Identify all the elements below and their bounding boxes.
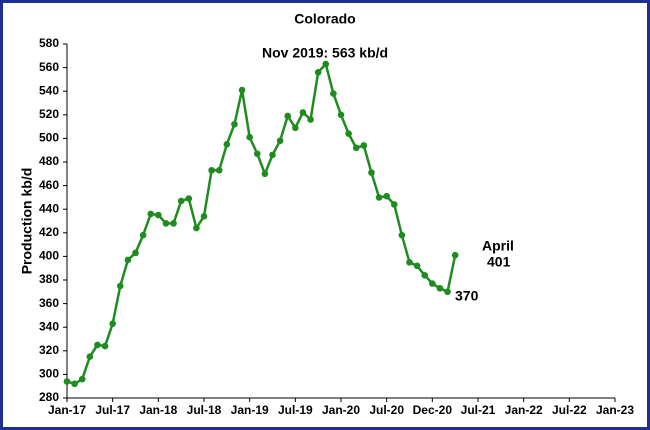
annotation: 401 (487, 254, 511, 270)
data-point (390, 201, 398, 208)
data-line (66, 61, 457, 386)
x-tick-label: Jul-22 (552, 403, 587, 417)
data-point (116, 282, 124, 290)
x-tick-label: Dec-20 (413, 403, 453, 417)
data-point (398, 231, 406, 239)
data-point (406, 259, 413, 266)
x-tick-label: Jul-20 (369, 403, 404, 417)
y-tick-label: 520 (39, 107, 59, 121)
y-tick-label: 380 (39, 272, 59, 286)
y-tick-label: 300 (39, 367, 59, 381)
data-point (124, 256, 132, 264)
annotation: April (482, 238, 514, 254)
data-point (147, 210, 155, 218)
y-tick-label: 440 (39, 201, 59, 215)
data-point (330, 90, 337, 97)
x-tick-label: Jul-19 (278, 403, 313, 417)
y-tick-label: 500 (39, 131, 59, 145)
data-point (413, 262, 421, 270)
data-point (421, 271, 429, 279)
x-tick-label: Jan-22 (505, 403, 543, 417)
y-axis-label: Production kb/d (19, 168, 35, 275)
data-point (223, 141, 231, 148)
annotation: Nov 2019: 563 kb/d (262, 45, 388, 61)
data-point (162, 220, 170, 227)
data-point (200, 212, 208, 220)
y-tick-label: 360 (39, 296, 59, 310)
x-tick-label: Jan-23 (596, 403, 634, 417)
x-tick-label: Jan-18 (139, 403, 177, 417)
y-tick-label: 340 (39, 319, 59, 333)
y-tick-label: 420 (39, 225, 59, 239)
data-point (322, 60, 330, 68)
data-point (345, 130, 352, 137)
y-tick-label: 320 (39, 343, 59, 357)
data-point (185, 195, 193, 202)
data-point (86, 353, 94, 361)
data-point (314, 69, 322, 76)
data-point (383, 192, 390, 200)
x-tick-label: Jul-18 (187, 403, 222, 417)
x-tick-label: Jan-17 (48, 403, 86, 417)
y-tick-label: 460 (39, 178, 59, 192)
data-point (352, 144, 360, 152)
data-point (299, 109, 307, 116)
data-point (63, 378, 71, 385)
data-point (368, 169, 375, 176)
data-point (269, 151, 276, 159)
data-point (139, 231, 147, 239)
data-point (253, 150, 261, 158)
data-point (193, 224, 200, 232)
data-point (429, 280, 436, 287)
data-point (375, 194, 383, 201)
y-tick-label: 480 (39, 154, 59, 168)
data-point (71, 380, 78, 388)
data-point (246, 133, 253, 141)
data-point (337, 111, 345, 119)
y-tick-label: 280 (39, 390, 59, 404)
data-point (109, 320, 116, 327)
data-point (276, 137, 284, 145)
annotation: 370 (455, 288, 479, 304)
x-tick-label: Jul-21 (461, 403, 496, 417)
data-point (177, 197, 185, 205)
data-point (436, 284, 444, 292)
x-tick-label: Jul-17 (95, 403, 130, 417)
data-point (208, 166, 215, 174)
chart-title: Colorado (294, 11, 355, 27)
data-point (231, 120, 238, 128)
data-point (360, 142, 368, 149)
x-tick-label: Jan-19 (231, 403, 269, 417)
data-point (155, 211, 162, 219)
y-tick-label: 560 (39, 60, 59, 74)
y-tick-label: 540 (39, 83, 59, 97)
data-point (451, 251, 459, 259)
data-point (215, 166, 223, 174)
x-tick-label: Jan-20 (322, 403, 360, 417)
data-point (94, 341, 101, 349)
data-point (444, 288, 451, 296)
data-point (238, 86, 246, 94)
y-tick-label: 400 (39, 249, 59, 263)
data-point (170, 220, 177, 227)
data-point (261, 170, 269, 178)
data-point (132, 249, 139, 257)
data-point (284, 112, 292, 120)
data-point (307, 116, 314, 123)
y-tick-label: 580 (39, 36, 59, 50)
data-point (101, 342, 109, 350)
data-point (78, 375, 86, 383)
data-point (292, 124, 299, 132)
